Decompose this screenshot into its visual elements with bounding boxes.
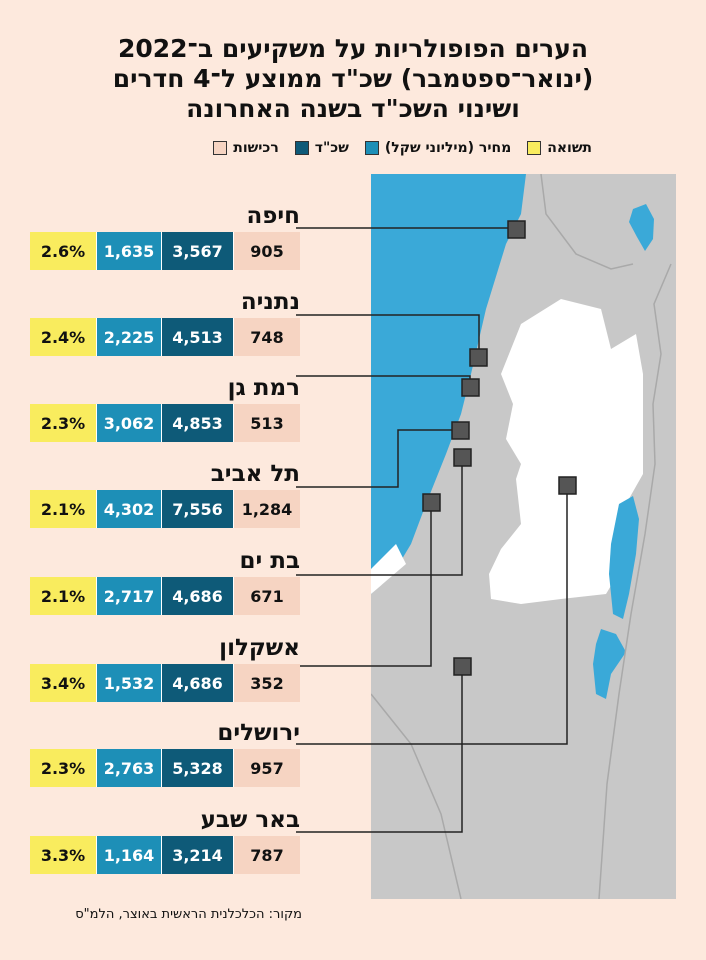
legend-item-deals: רכישות — [213, 140, 279, 156]
deals-cell: 513 — [233, 404, 300, 442]
map-border-north — [540, 174, 634, 270]
marker-ashkelon — [422, 493, 441, 512]
price-cell: 3,567 — [161, 232, 233, 270]
marker-tel-aviv — [451, 421, 470, 440]
legend-label-rent: מחיר (מיליוני שקל) — [384, 140, 512, 156]
city-name: תל אביב — [210, 461, 300, 487]
price-cell: 4,853 — [161, 404, 233, 442]
marker-beer-sheva — [453, 657, 472, 676]
legend-item-change: תשואה — [527, 140, 592, 156]
deals-cell: 957 — [233, 749, 300, 787]
city-row-ashkelon: אשקלון 3.4% 1,532 4,686 352 — [30, 634, 300, 704]
map-dead-sea — [609, 496, 639, 619]
change-cell: 2.3% — [30, 749, 96, 787]
map — [371, 174, 676, 899]
marker-bat-yam — [453, 448, 472, 467]
change-cell: 2.6% — [30, 232, 96, 270]
connector-beer-sheva — [296, 666, 463, 833]
legend-swatch-price — [294, 141, 309, 155]
deals-cell: 787 — [233, 836, 300, 874]
city-values: 2.3% 2,763 5,328 957 — [30, 749, 300, 787]
title-line-3: ושינוי השכ"ד בשנה האחרונה — [186, 94, 520, 123]
city-name: באר שבע — [200, 807, 300, 833]
price-cell: 7,556 — [161, 490, 233, 528]
change-cell: 3.4% — [30, 664, 96, 702]
connector-bat-yam — [296, 458, 463, 576]
legend-label-deals: רכישות — [233, 140, 279, 156]
rent-cell: 1,635 — [96, 232, 161, 270]
rent-cell: 1,532 — [96, 664, 161, 702]
city-name: נתניה — [240, 289, 300, 315]
price-cell: 5,328 — [161, 749, 233, 787]
map-sea — [371, 174, 526, 594]
connector-ashkelon — [296, 502, 432, 667]
city-name: רמת גן — [227, 375, 300, 401]
city-row-haifa: חיפה 2.6% 1,635 3,567 905 — [30, 202, 300, 272]
city-name: ירושלים — [217, 720, 300, 746]
marker-haifa — [507, 220, 526, 239]
deals-cell: 905 — [233, 232, 300, 270]
city-row-bat-yam: בת ים 2.1% 2,717 4,686 671 — [30, 547, 300, 617]
connector-jerusalem — [296, 486, 568, 745]
city-row-beer-sheva: באר שבע 3.3% 1,164 3,214 787 — [30, 806, 300, 876]
source-note: מקור: הכלכלנית הראשית באוצר, הלמ"ס — [75, 907, 302, 922]
legend-label-price: שכ"ד — [314, 140, 349, 156]
city-values: 3.4% 1,532 4,686 352 — [30, 664, 300, 702]
deals-cell: 671 — [233, 577, 300, 615]
legend-item-price: שכ"ד — [294, 140, 349, 156]
connector-tel-aviv — [296, 429, 460, 488]
change-cell: 2.1% — [30, 490, 96, 528]
map-gaza — [371, 544, 406, 594]
city-values: 3.3% 1,164 3,214 787 — [30, 836, 300, 874]
map-border-south — [371, 693, 462, 899]
price-cell: 4,513 — [161, 318, 233, 356]
city-values: 2.6% 1,635 3,567 905 — [30, 232, 300, 270]
legend: רכישות שכ"ד מחיר (מיליוני שקל) תשואה — [213, 137, 592, 159]
city-values: 2.1% 2,717 4,686 671 — [30, 577, 300, 615]
deals-cell: 748 — [233, 318, 300, 356]
title-line-2: (ינואר־ספטמבר) שכ"ד ממוצע ל־4 חדרים — [112, 64, 594, 93]
marker-ramat-gan — [461, 378, 480, 397]
city-values: 2.1% 4,302 7,556 1,284 — [30, 490, 300, 528]
deals-cell: 352 — [233, 664, 300, 702]
legend-swatch-rent — [364, 141, 379, 155]
map-southern-sea — [593, 629, 626, 699]
legend-label-change: תשואה — [547, 140, 592, 156]
legend-swatch-change — [527, 141, 542, 155]
rent-cell: 3,062 — [96, 404, 161, 442]
legend-swatch-deals — [213, 141, 228, 155]
city-values: 2.3% 3,062 4,853 513 — [30, 404, 300, 442]
deals-cell: 1,284 — [233, 490, 300, 528]
title-line-1: הערים הפופולריות על משקיעים ב־2022 — [117, 34, 589, 63]
connector-ramat-gan — [296, 375, 471, 386]
city-row-ramat-gan: רמת גן 2.3% 3,062 4,853 513 — [30, 374, 300, 444]
city-row-tel-aviv: תל אביב 2.1% 4,302 7,556 1,284 — [30, 460, 300, 530]
legend-item-rent: מחיר (מיליוני שקל) — [364, 140, 512, 156]
connector-netanya — [296, 314, 480, 357]
rent-cell: 2,763 — [96, 749, 161, 787]
city-name: בת ים — [239, 548, 300, 574]
city-name: חיפה — [246, 203, 300, 229]
city-row-jerusalem: ירושלים 2.3% 2,763 5,328 957 — [30, 719, 300, 789]
map-west-bank — [489, 299, 643, 604]
price-cell: 3,214 — [161, 836, 233, 874]
map-border-east — [598, 263, 672, 899]
city-values: 2.4% 2,225 4,513 748 — [30, 318, 300, 356]
price-cell: 4,686 — [161, 577, 233, 615]
change-cell: 2.3% — [30, 404, 96, 442]
rent-cell: 4,302 — [96, 490, 161, 528]
map-kinneret — [629, 204, 654, 251]
change-cell: 2.1% — [30, 577, 96, 615]
city-name: אשקלון — [219, 635, 300, 661]
change-cell: 3.3% — [30, 836, 96, 874]
price-cell: 4,686 — [161, 664, 233, 702]
marker-netanya — [469, 348, 488, 367]
marker-jerusalem — [558, 476, 577, 495]
rent-cell: 1,164 — [96, 836, 161, 874]
city-row-netanya: נתניה 2.4% 2,225 4,513 748 — [30, 288, 300, 358]
rent-cell: 2,225 — [96, 318, 161, 356]
rent-cell: 2,717 — [96, 577, 161, 615]
change-cell: 2.4% — [30, 318, 96, 356]
